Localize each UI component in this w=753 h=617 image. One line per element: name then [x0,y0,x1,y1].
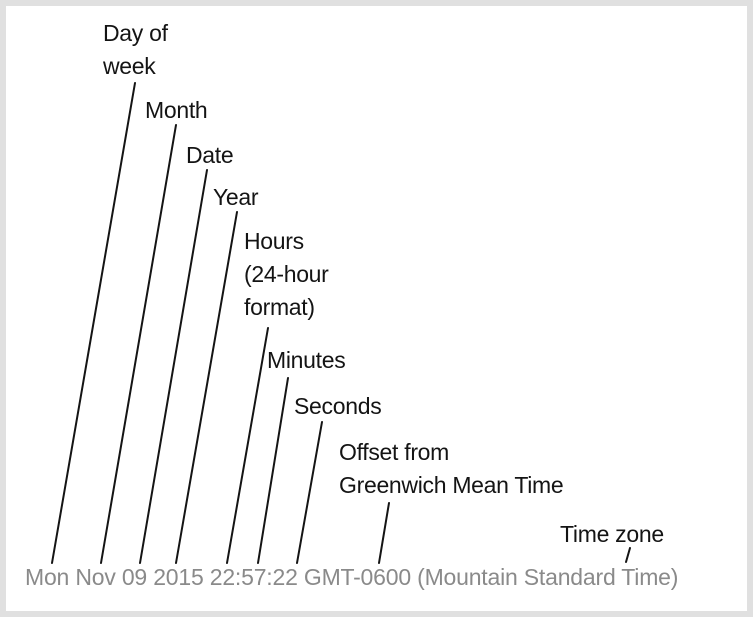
leader-line-seconds [296,421,323,564]
date-string: Mon Nov 09 2015 22:57:22 GMT-0600 (Mount… [25,564,679,590]
label-time-zone: Time zone [560,521,664,547]
label-hours-line-3: format) [244,294,315,320]
leader-line-offset [378,502,390,564]
label-date: Date [186,142,234,168]
label-hours: Hours (24-hour format) [244,225,329,324]
label-month: Month [145,97,208,123]
label-offset-line-1: Offset from [339,439,450,465]
label-hours-line-2: (24-hour [244,261,329,287]
label-day-of-week-line-2: week [103,53,156,79]
label-hours-line-1: Hours [244,228,304,254]
label-minutes: Minutes [267,347,346,373]
leader-line-year [175,211,238,564]
leader-line-day-of-week [51,82,136,564]
label-offset-line-2: Greenwich Mean Time [339,472,564,498]
leader-line-month [100,124,177,564]
label-year: Year [213,184,259,210]
leader-line-minutes [257,377,289,564]
label-offset: Offset from Greenwich Mean Time [339,436,564,502]
label-seconds: Seconds [294,393,382,419]
label-day-of-week-line-1: Day of [103,20,168,46]
leader-line-time-zone [625,547,631,563]
leader-line-hours [226,327,269,564]
leader-line-date [139,169,208,564]
label-day-of-week: Day of week [103,17,168,83]
